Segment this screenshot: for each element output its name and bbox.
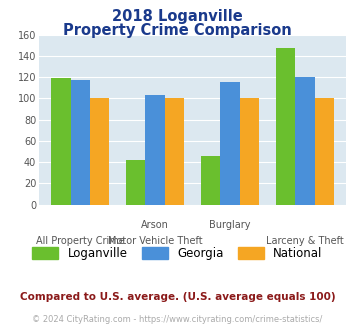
Text: Property Crime Comparison: Property Crime Comparison (63, 23, 292, 38)
Bar (51, 78, 71, 205)
Text: Burglary: Burglary (209, 220, 251, 230)
Legend: Loganville, Georgia, National: Loganville, Georgia, National (32, 247, 323, 260)
Bar (276, 49, 295, 205)
Text: 2018 Loganville: 2018 Loganville (112, 9, 243, 24)
Bar (90, 98, 109, 205)
Bar (295, 77, 315, 205)
Text: Arson: Arson (141, 220, 169, 230)
Text: All Property Crime: All Property Crime (36, 236, 125, 246)
Text: Compared to U.S. average. (U.S. average equals 100): Compared to U.S. average. (U.S. average … (20, 292, 335, 302)
Bar (146, 95, 165, 205)
Text: Larceny & Theft: Larceny & Theft (266, 236, 344, 246)
Bar (201, 156, 220, 205)
Bar (220, 82, 240, 205)
Bar (165, 98, 184, 205)
Bar (71, 80, 90, 205)
Text: © 2024 CityRating.com - https://www.cityrating.com/crime-statistics/: © 2024 CityRating.com - https://www.city… (32, 315, 323, 324)
Text: Motor Vehicle Theft: Motor Vehicle Theft (108, 236, 202, 246)
Bar (126, 160, 146, 205)
Bar (240, 98, 259, 205)
Bar (315, 98, 334, 205)
